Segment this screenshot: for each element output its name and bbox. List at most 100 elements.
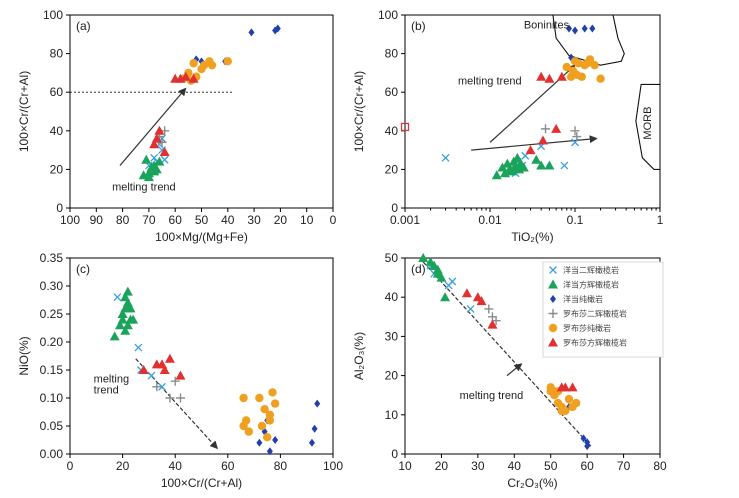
data-point	[147, 371, 156, 380]
data-point	[560, 382, 571, 392]
series-triangle	[138, 353, 186, 380]
legend-label: 罗布莎纯橄岩	[563, 323, 611, 333]
plot-frame	[404, 14, 661, 209]
x-axis-title: 100×Mg/(Mg+Fe)	[155, 230, 248, 244]
data-point	[536, 160, 547, 170]
y-tick-label: 40	[385, 290, 399, 304]
data-point	[260, 405, 269, 414]
chart-panel-d: 10 20 30 40 50 60 70 8001020304050Cr₂O₃(%)Al₂O₃…	[352, 251, 667, 490]
legend-marker	[548, 309, 558, 318]
y-tick-label: 0.05	[40, 419, 64, 433]
x-tick-label: 20	[116, 459, 130, 473]
series-open-square	[400, 122, 410, 132]
data-point	[589, 24, 596, 33]
data-point	[596, 74, 605, 83]
data-point	[239, 421, 248, 431]
x-tick-label: 0.01	[478, 213, 502, 227]
data-point	[175, 393, 185, 403]
y-tick-label: 20	[385, 162, 399, 176]
series-diamond	[565, 402, 591, 451]
x-tick-label: 0	[67, 459, 74, 473]
data-point	[223, 57, 232, 66]
data-point	[544, 73, 555, 83]
data-point	[180, 71, 191, 81]
legend-label: 洋当纯橄岩	[563, 294, 603, 304]
boninite-field-boundary	[552, 14, 625, 66]
y-tick-label: 20	[385, 369, 399, 383]
data-point	[531, 154, 542, 164]
legend-label: 洋当二辉橄榄岩	[563, 265, 619, 275]
y-tick-label: 100	[378, 8, 398, 22]
y-tick-label: 40	[385, 124, 399, 138]
x-tick-label: 0.001	[390, 213, 420, 227]
x-tick-label: 80	[116, 213, 130, 227]
data-point	[256, 438, 263, 447]
y-tick-label: 0.00	[40, 447, 64, 461]
data-point	[590, 60, 599, 70]
data-point	[311, 424, 318, 433]
y-tick-label: 0.25	[40, 307, 64, 321]
legend-marker	[549, 266, 557, 274]
data-point	[314, 399, 321, 408]
data-point	[151, 133, 162, 143]
data-point	[157, 359, 168, 369]
melting-trend-label: melting trend	[460, 390, 524, 402]
y-tick-label: 100	[43, 8, 63, 22]
data-point	[175, 370, 186, 380]
y-axis-title: Al₂O₃(%)	[352, 332, 366, 380]
y-tick-label: 0.20	[40, 335, 64, 349]
x-tick-label: 40	[169, 459, 183, 473]
morb-field-boundary	[635, 83, 660, 170]
series-triangle	[525, 71, 567, 155]
data-point	[557, 406, 566, 416]
data-point	[117, 309, 128, 318]
data-point	[484, 304, 494, 314]
legend-label: 罗布莎方辉橄榄岩	[563, 338, 627, 348]
panel-label: (b)	[411, 19, 426, 33]
legend: 洋当二辉橄榄岩洋当方辉橄榄岩洋当纯橄岩罗布莎二辉橄榄岩罗布莎纯橄岩罗布莎方辉橄榄…	[542, 261, 664, 358]
data-point	[263, 433, 272, 442]
data-point	[429, 260, 440, 270]
y-tick-label: 60	[385, 85, 399, 99]
data-point	[154, 125, 165, 135]
melting-trend-label: melting trend	[458, 75, 522, 87]
data-point	[138, 170, 149, 180]
legend-label: 罗布莎二辉橄榄岩	[563, 309, 627, 319]
x-tick-label: 80	[653, 459, 667, 473]
data-point	[564, 394, 574, 404]
data-point	[120, 292, 131, 302]
legend-box	[542, 261, 664, 358]
y-axis-title: NiO(%)	[17, 336, 31, 375]
data-point	[544, 160, 555, 170]
data-point	[487, 319, 498, 329]
series-circle	[239, 388, 280, 442]
data-point	[188, 73, 199, 83]
x-tick-label: 10	[398, 459, 412, 473]
data-point	[448, 277, 457, 286]
x-tick-label: 30	[471, 459, 485, 473]
legend-marker	[548, 337, 558, 347]
series-triangle	[491, 152, 555, 180]
data-point	[581, 24, 588, 33]
data-point	[152, 382, 162, 392]
series-triangle	[138, 154, 165, 182]
data-point	[128, 314, 139, 324]
series-circle	[562, 55, 605, 83]
data-point	[525, 145, 536, 155]
data-point	[149, 166, 160, 176]
y-tick-label: 0.10	[40, 391, 64, 405]
data-point	[580, 434, 587, 443]
series-triangle	[109, 286, 139, 341]
data-point	[268, 388, 277, 397]
data-point	[546, 387, 555, 396]
y-tick-label: 0	[391, 447, 398, 461]
data-point	[158, 382, 167, 391]
x-axis-title: TiO₂(%)	[511, 230, 553, 244]
data-point	[120, 325, 131, 335]
data-point	[440, 292, 451, 302]
data-point	[572, 70, 582, 80]
data-point	[562, 62, 571, 72]
melting-trend-arrow	[119, 87, 187, 166]
data-point	[536, 71, 547, 81]
